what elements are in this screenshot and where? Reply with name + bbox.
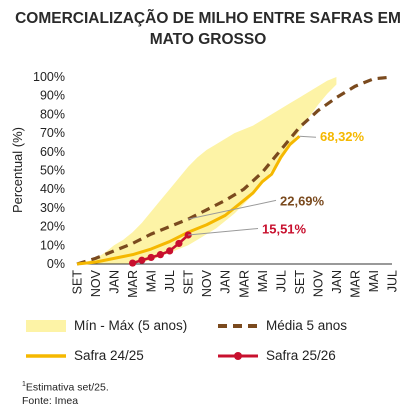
y-tick-label: 40%	[40, 182, 65, 196]
title-line-2: MATO GROSSO	[149, 31, 267, 48]
y-tick-label: 100%	[33, 70, 65, 84]
annotations: 68,32% 22,69% 15,51%	[188, 129, 365, 236]
x-tick-label: JAN	[330, 270, 344, 294]
x-tick-label: JUL	[386, 270, 400, 292]
x-tick-label: MAI	[145, 270, 159, 292]
leader-15	[188, 227, 259, 236]
x-tick-label: NOV	[89, 269, 103, 297]
y-tick-label: 10%	[40, 238, 65, 252]
annotation-15-51: 15,51%	[262, 221, 307, 236]
x-tick-label: JUL	[163, 270, 177, 292]
y-tick-label: 30%	[40, 201, 65, 215]
title-line-1: COMERCIALIZAÇÃO DE MILHO ENTRE SAFRAS EM	[15, 10, 401, 27]
band-area	[77, 77, 337, 264]
min-max-band	[77, 77, 337, 264]
y-tick-label: 0%	[47, 257, 65, 271]
footnote-line-1: 1Estimativa set/25.	[22, 378, 109, 395]
line-chart: 0% 10% 20% 30% 40% 50% 60% 70% 80% 90% 100% SET NOV J…	[10, 70, 400, 298]
x-tick-label: SET	[182, 270, 196, 295]
legend-media: Média 5 anos	[218, 318, 347, 333]
y-axis-label: Percentual (%)	[10, 127, 25, 213]
footnote: 1Estimativa set/25. Fonte: Imea	[22, 378, 109, 408]
leader-68	[299, 135, 317, 138]
legend-media-swatch	[218, 323, 258, 328]
series-media-5-anos	[76, 75, 393, 266]
annotation-22-69: 22,69%	[280, 193, 325, 208]
leader-22	[188, 199, 277, 220]
series-safra-24-25	[76, 135, 301, 266]
legend-safra2526-label: Safra 25/26	[266, 348, 336, 363]
y-tick-label: 70%	[40, 126, 65, 140]
legend-safra2526: Safra 25/26	[218, 348, 336, 363]
x-tick-label: JAN	[108, 270, 122, 294]
legend-band: Mín - Máx (5 anos)	[26, 318, 187, 333]
y-tick-label: 20%	[40, 220, 65, 234]
legend-media-label: Média 5 anos	[266, 318, 348, 333]
x-tick-label: MAI	[367, 270, 381, 292]
y-tick-label: 80%	[40, 107, 65, 121]
x-tick-label: JUL	[274, 270, 288, 292]
x-tick-label: MAR	[348, 270, 362, 298]
legend-safra2526-swatch	[218, 351, 258, 360]
x-tick-label: NOV	[311, 269, 325, 297]
legend-safra2425-swatch	[26, 353, 66, 358]
safra-25-26-point	[166, 247, 174, 255]
legend-band-label: Mín - Máx (5 anos)	[74, 318, 188, 333]
chart-title: COMERCIALIZAÇÃO DE MILHO ENTRE SAFRAS EM…	[0, 8, 416, 50]
safra-25-26-point	[175, 239, 183, 248]
safra-25-26-point	[184, 231, 192, 239]
x-tick-label: MAR	[126, 270, 140, 298]
x-tick-label: NOV	[200, 269, 214, 297]
safra-25-26-point	[128, 259, 137, 267]
series-lines	[76, 75, 393, 267]
x-tick-label: SET	[71, 270, 85, 295]
footnote-mark: 1	[22, 381, 26, 388]
x-tick-label: MAI	[256, 270, 270, 292]
annotation-68-32: 68,32%	[320, 129, 365, 144]
y-tick-label: 60%	[40, 145, 65, 159]
safra-25-26-point	[147, 253, 155, 262]
safra-25-26-point	[156, 251, 164, 259]
safra-25-26-point	[138, 256, 146, 264]
legend-band-swatch	[26, 319, 66, 332]
x-tick-label: MAR	[237, 270, 251, 298]
y-tick-label: 50%	[40, 164, 65, 178]
footnote-source: Fonte: Imea	[22, 394, 79, 407]
footnote-text: Estimativa set/25.	[25, 381, 109, 394]
legend-safra2425: Safra 24/25	[26, 348, 144, 363]
legend-safra2425-label: Safra 24/25	[74, 348, 144, 363]
axes: 0% 10% 20% 30% 40% 50% 60% 70% 80% 90% 100% SET NOV J…	[33, 70, 399, 298]
x-tick-label: JAN	[219, 270, 233, 294]
x-tick-label: SET	[293, 270, 307, 295]
y-tick-label: 90%	[40, 89, 65, 103]
